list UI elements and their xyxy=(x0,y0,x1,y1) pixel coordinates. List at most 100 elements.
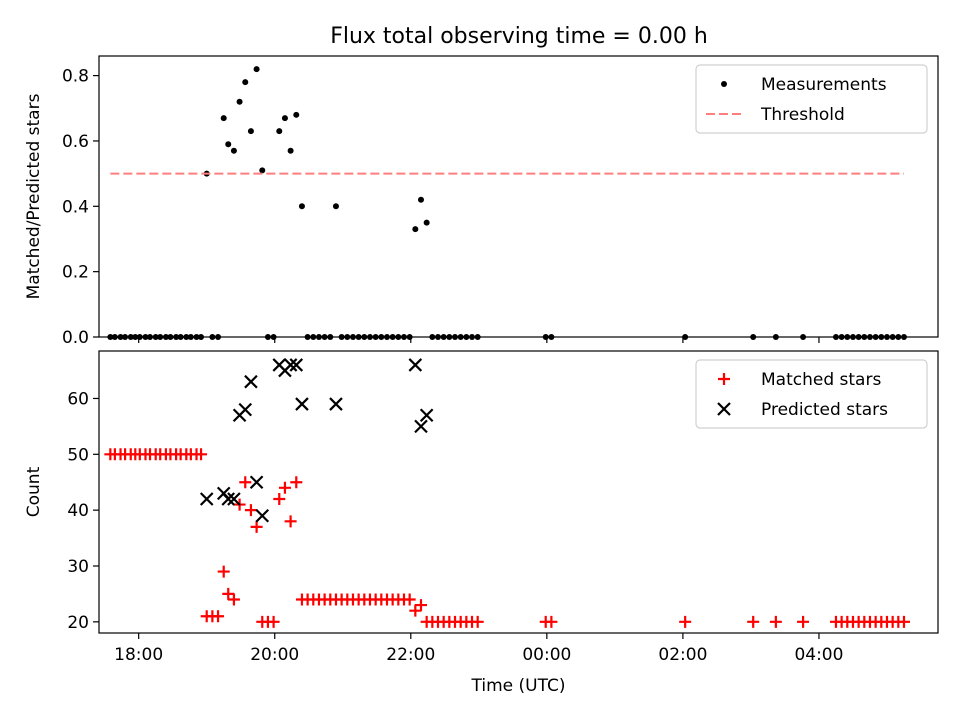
matched-star-point xyxy=(414,599,427,612)
measurement-point xyxy=(253,66,260,73)
predicted-star-point xyxy=(289,358,304,372)
x-tick-label: 18:00 xyxy=(114,645,163,665)
measurement-point xyxy=(220,115,227,122)
matched-star-point xyxy=(679,615,692,628)
measurement-point xyxy=(750,334,757,340)
measurement-point xyxy=(327,334,334,340)
measurement-point xyxy=(463,334,470,340)
matched-star-point xyxy=(239,476,252,489)
measurement-point xyxy=(167,334,174,340)
measurement-point xyxy=(395,334,402,340)
measurement-point xyxy=(800,334,807,340)
series-predicted-stars xyxy=(199,358,434,523)
y-tick-label: 0.4 xyxy=(62,197,89,217)
measurement-point xyxy=(107,334,114,340)
bottom-panel-star-counts: 20 30 40 50 60 18:00 20:00 22:00 00:00 02:00 04:00… xyxy=(24,350,939,696)
legend-label: Threshold xyxy=(760,105,845,125)
matched-star-point xyxy=(250,520,263,533)
series-measurements xyxy=(107,66,907,340)
measurement-point xyxy=(162,334,169,340)
series-matched-stars xyxy=(104,448,910,628)
axes-frame xyxy=(98,350,939,634)
y-tick-label: 50 xyxy=(67,445,89,465)
measurement-point xyxy=(872,334,879,340)
measurement-point xyxy=(321,334,328,340)
measurement-point xyxy=(259,167,266,174)
measurement-point xyxy=(878,334,885,340)
measurement-point xyxy=(772,334,779,340)
measurement-point xyxy=(122,334,129,340)
legend-box xyxy=(695,64,928,134)
measurement-point xyxy=(132,334,139,340)
legend: Matched stars Predicted stars xyxy=(695,359,928,429)
predicted-star-point xyxy=(221,492,236,506)
measurement-point xyxy=(242,79,249,86)
x-tick-label: 22:00 xyxy=(386,645,435,665)
measurement-point xyxy=(361,334,368,340)
measurement-point xyxy=(452,334,459,340)
matched-star-point xyxy=(278,481,291,494)
measurement-point xyxy=(173,334,180,340)
measurement-point xyxy=(111,334,118,340)
matched-star-point xyxy=(222,587,235,600)
measurement-point xyxy=(832,334,839,340)
predicted-star-point xyxy=(419,408,434,422)
measurement-point xyxy=(264,334,271,340)
matched-star-point xyxy=(545,615,558,628)
measurement-point xyxy=(152,334,159,340)
measurement-point xyxy=(469,334,476,340)
measurement-point xyxy=(457,334,464,340)
measurement-point xyxy=(344,334,351,340)
measurement-point xyxy=(315,334,322,340)
predicted-star-point xyxy=(408,358,423,372)
matched-star-point xyxy=(212,610,225,623)
measurement-point xyxy=(366,334,373,340)
measurement-point xyxy=(400,334,407,340)
measurement-point xyxy=(298,203,305,210)
y-tick-label: 40 xyxy=(67,501,89,521)
measurement-point xyxy=(855,334,862,340)
predicted-star-point xyxy=(249,475,264,490)
predicted-star-point xyxy=(295,397,309,411)
measurement-point xyxy=(215,334,222,340)
legend-label: Matched stars xyxy=(761,370,881,390)
measurement-point xyxy=(423,219,430,226)
predicted-star-point xyxy=(238,402,253,417)
legend-swatch-x xyxy=(717,402,731,416)
measurement-point xyxy=(378,334,385,340)
predicted-star-point xyxy=(414,419,428,434)
matched-star-point xyxy=(227,593,240,606)
y-tick-label: 0.0 xyxy=(62,328,89,348)
measurement-point xyxy=(247,128,254,135)
legend-label: Measurements xyxy=(761,75,887,95)
measurement-point xyxy=(225,141,232,148)
measurement-point xyxy=(147,334,154,340)
measurement-point xyxy=(435,334,442,340)
measurement-point xyxy=(542,334,549,340)
measurement-point xyxy=(349,334,356,340)
predicted-star-point xyxy=(199,492,214,506)
measurement-point xyxy=(293,111,300,118)
measurement-point xyxy=(844,334,851,340)
measurement-point xyxy=(866,334,873,340)
measurement-point xyxy=(682,334,689,340)
matched-star-point xyxy=(217,565,230,578)
measurement-point xyxy=(281,115,288,122)
measurement-point xyxy=(276,128,283,135)
measurement-point xyxy=(900,334,907,340)
legend-label: Predicted stars xyxy=(761,400,888,420)
legend: Measurements Threshold xyxy=(695,64,928,134)
y-tick-label: 30 xyxy=(67,557,89,577)
predicted-star-point xyxy=(244,374,258,389)
measurement-point xyxy=(355,334,362,340)
measurement-point xyxy=(310,334,317,340)
matched-star-point xyxy=(284,515,297,528)
measurement-point xyxy=(198,334,205,340)
measurement-point xyxy=(446,334,453,340)
measurement-point xyxy=(338,334,345,340)
legend-box xyxy=(695,359,928,429)
x-tick-label: 00:00 xyxy=(522,645,571,665)
measurement-point xyxy=(142,334,149,340)
matched-star-point xyxy=(471,615,484,628)
measurement-point xyxy=(417,196,424,203)
